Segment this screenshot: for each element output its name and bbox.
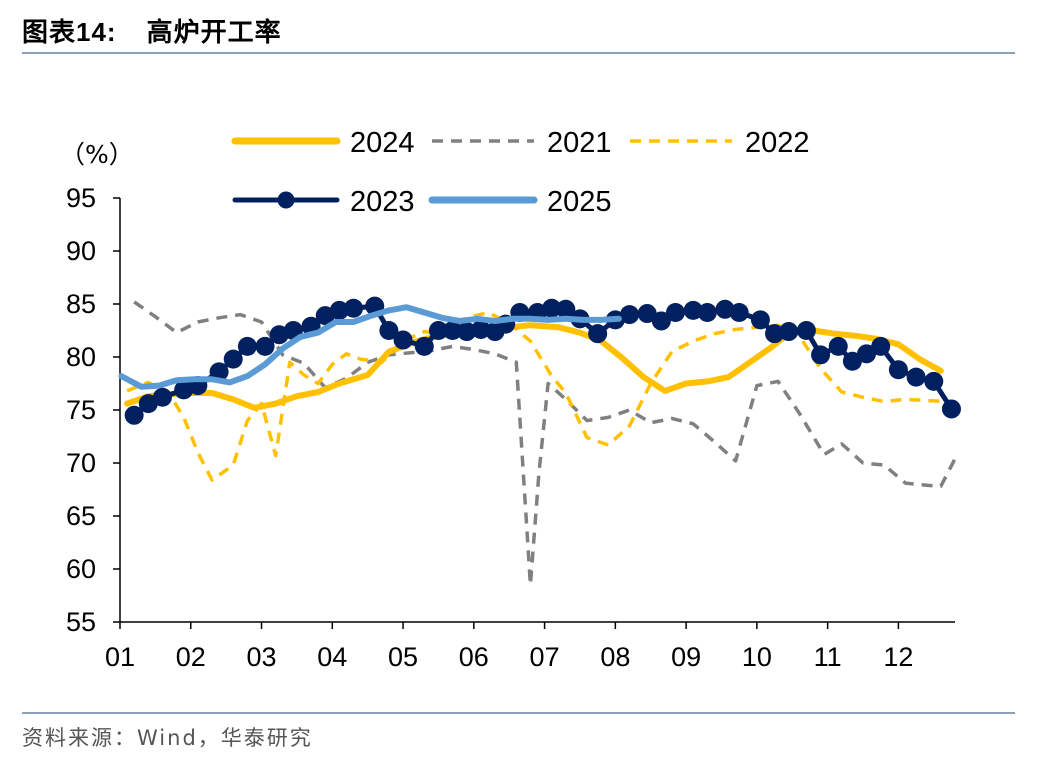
title-prefix: 图表 xyxy=(22,18,77,48)
series-point-2023 xyxy=(941,399,961,419)
series-point-2023 xyxy=(556,299,576,319)
legend-label-2025: 2025 xyxy=(547,186,612,218)
y-tick-label: 80 xyxy=(66,342,96,372)
x-tick-label: 02 xyxy=(176,642,206,672)
x-tick-label: 03 xyxy=(247,642,277,672)
x-tick-label: 11 xyxy=(814,642,842,672)
chart-series xyxy=(118,296,961,587)
series-point-2023 xyxy=(542,298,562,318)
series-point-2023 xyxy=(237,336,257,356)
series-point-2023 xyxy=(828,336,848,356)
series-point-2023 xyxy=(651,311,671,331)
series-point-2023 xyxy=(619,305,639,325)
y-tick-label: 60 xyxy=(66,554,96,584)
y-tick-label: 85 xyxy=(66,289,96,319)
bottom-rule xyxy=(22,712,1015,714)
title-text: 高炉开工率 xyxy=(146,18,282,48)
y-axis: 95 90 85 80 75 70 65 60 55 xyxy=(66,183,121,637)
series-point-2023 xyxy=(729,302,749,322)
series-point-2023 xyxy=(255,336,275,356)
y-tick-label: 70 xyxy=(66,448,96,478)
series-point-2023 xyxy=(811,345,831,365)
series-point-2023 xyxy=(457,322,477,342)
series-point-2023 xyxy=(906,367,926,387)
top-rule xyxy=(22,52,1015,54)
series-point-2023 xyxy=(223,349,243,369)
series-line-2025 xyxy=(118,304,622,390)
series-point-2023 xyxy=(124,405,144,425)
series-point-2023 xyxy=(715,299,735,319)
series-point-2023 xyxy=(857,344,877,364)
series-point-2023 xyxy=(697,302,717,322)
x-tick-label: 08 xyxy=(600,642,630,672)
y-axis-unit-label: （%） xyxy=(60,140,134,169)
chart-legend: 2024 2021 2022 2023 2025 xyxy=(231,127,810,218)
x-tick-label: 04 xyxy=(317,642,347,672)
x-tick-label: 05 xyxy=(388,642,418,672)
series-point-2023 xyxy=(842,351,862,371)
series-point-2023 xyxy=(414,336,434,356)
series-point-2023 xyxy=(924,371,944,391)
x-tick-label: 06 xyxy=(459,642,489,672)
legend-label-2024: 2024 xyxy=(350,127,415,159)
series-point-2023 xyxy=(665,302,685,322)
series-point-2023 xyxy=(428,321,448,340)
series-point-2023 xyxy=(796,321,816,340)
series-point-2023 xyxy=(588,324,608,344)
x-axis: 01 02 03 04 05 06 07 08 09 10 11 12 xyxy=(105,621,955,672)
legend-label-2022: 2022 xyxy=(745,127,810,159)
source-note: 资料来源：Wind，华泰研究 xyxy=(22,726,313,750)
series-point-2023 xyxy=(471,319,491,339)
figure-title: 图表14: 高炉开工率 xyxy=(22,12,282,49)
y-tick-label: 75 xyxy=(66,395,96,425)
title-number: 14: xyxy=(76,17,117,47)
legend-marker-2023 xyxy=(277,191,295,209)
y-tick-label: 65 xyxy=(66,501,96,531)
series-point-2023 xyxy=(443,321,463,340)
series-point-2023 xyxy=(152,387,172,407)
x-tick-label: 10 xyxy=(742,642,772,672)
series-point-2023 xyxy=(209,362,229,382)
series-point-2023 xyxy=(779,322,799,342)
series-point-2023 xyxy=(871,336,891,356)
series-point-2023 xyxy=(888,360,908,380)
series-point-2023 xyxy=(379,321,399,340)
x-tick-label: 01 xyxy=(105,642,135,672)
series-point-2023 xyxy=(765,324,785,344)
legend-label-2023: 2023 xyxy=(350,186,415,218)
legend-label-2021: 2021 xyxy=(547,127,612,159)
series-point-2023 xyxy=(329,300,349,320)
series-point-2023 xyxy=(637,304,657,324)
x-tick-label: 12 xyxy=(883,642,913,672)
series-point-2023 xyxy=(750,310,770,330)
series-point-2023 xyxy=(138,394,158,414)
series-point-2023 xyxy=(344,298,364,318)
series-point-2023 xyxy=(393,330,413,350)
x-tick-label: 09 xyxy=(671,642,701,672)
x-tick-label: 07 xyxy=(530,642,560,672)
series-point-2023 xyxy=(683,300,703,320)
y-tick-label: 95 xyxy=(66,183,96,213)
y-tick-label: 55 xyxy=(66,607,96,637)
y-tick-label: 90 xyxy=(66,236,96,266)
